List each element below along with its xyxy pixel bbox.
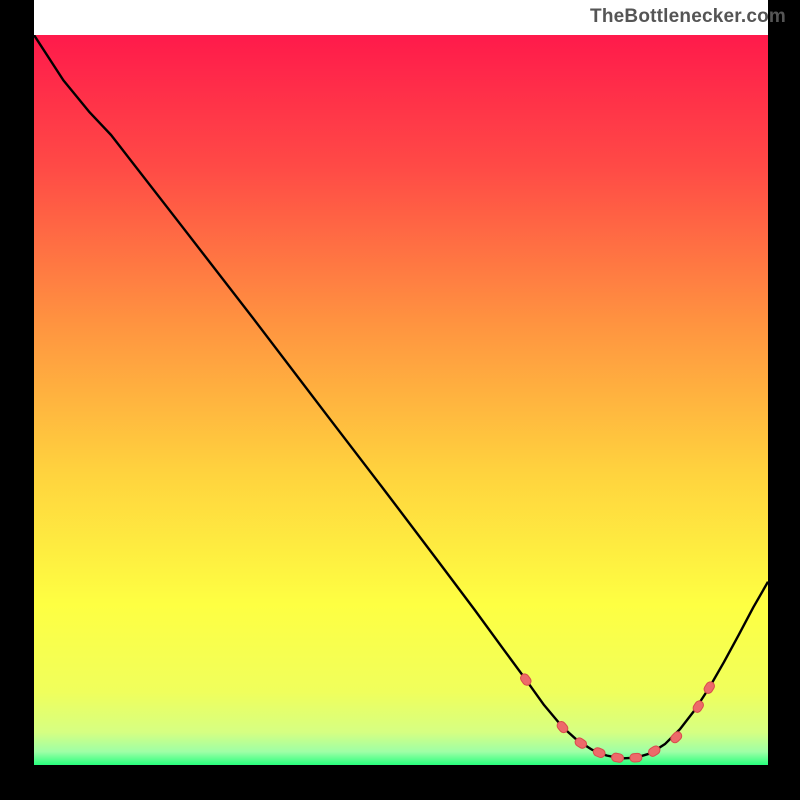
plot-border-left xyxy=(0,0,34,800)
watermark-text: TheBottlenecker.com xyxy=(590,6,786,28)
curve-marker xyxy=(630,753,642,762)
chart-background xyxy=(34,35,768,765)
plot-border-right xyxy=(768,0,800,800)
bottleneck-chart xyxy=(34,35,768,765)
chart-container: TheBottlenecker.com xyxy=(0,0,800,800)
plot-border-bottom xyxy=(0,765,800,800)
